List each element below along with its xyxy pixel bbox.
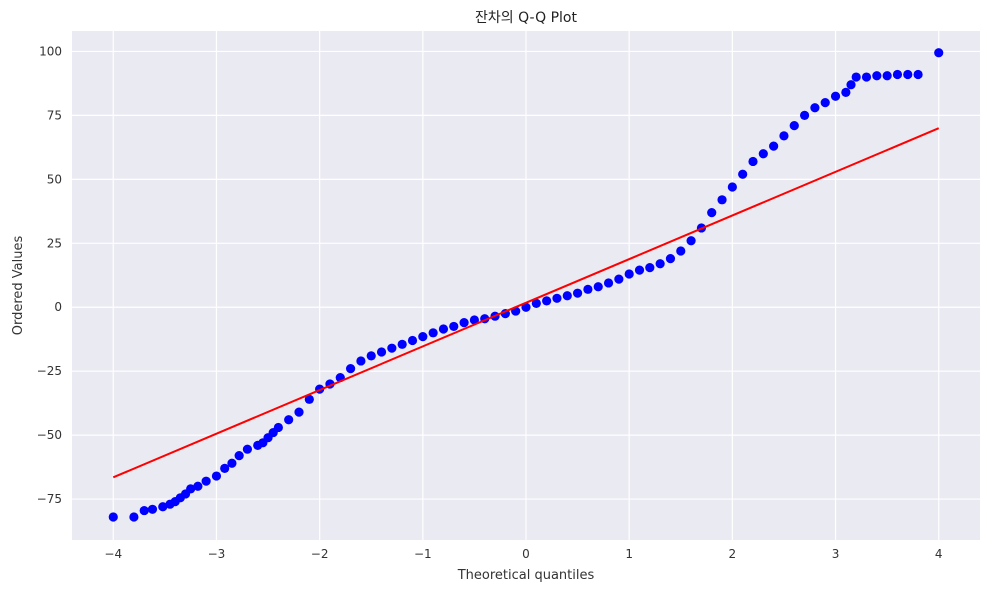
data-point (727, 182, 737, 192)
data-point (758, 149, 768, 159)
x-axis-label: Theoretical quantiles (457, 568, 595, 583)
data-point (769, 141, 779, 151)
data-point (583, 284, 593, 294)
data-point (572, 288, 583, 298)
y-tick-label: 0 (54, 300, 62, 314)
data-point (294, 407, 304, 417)
data-point (614, 274, 624, 284)
data-point (449, 321, 459, 332)
data-point (273, 422, 283, 433)
fit-line-layer (112, 127, 940, 479)
data-point (139, 505, 149, 516)
data-point (748, 156, 758, 167)
fit-line (112, 127, 940, 479)
data-point (531, 298, 541, 309)
data-point (108, 512, 118, 522)
data-point (645, 262, 655, 273)
data-point (738, 169, 748, 179)
data-point (201, 476, 211, 486)
data-point (304, 394, 314, 404)
chart-title: 잔차의 Q-Q Plot (475, 10, 577, 26)
data-point (892, 69, 903, 80)
data-point (469, 315, 480, 325)
x-tick-label: 2 (729, 547, 737, 561)
data-point (147, 504, 158, 514)
data-point (707, 208, 717, 218)
data-point (841, 87, 851, 97)
data-point (438, 324, 449, 334)
data-point (624, 269, 634, 279)
data-point (799, 110, 810, 121)
data-point (242, 444, 253, 454)
y-tick-label: 50 (47, 172, 62, 186)
data-point (562, 291, 572, 301)
data-point (211, 471, 222, 481)
data-point (882, 71, 892, 81)
data-point (676, 246, 686, 256)
data-point (717, 195, 727, 205)
data-point (158, 502, 168, 512)
data-point (542, 296, 552, 306)
data-point (665, 254, 676, 264)
x-tick-labels: −4 −3 −2 −1 0 1 2 3 4 (104, 547, 942, 561)
y-tick-label: −75 (37, 492, 62, 506)
y-tick-label: 75 (47, 108, 62, 122)
data-point (387, 343, 397, 353)
data-point (193, 481, 203, 491)
x-tick-label: −2 (311, 547, 329, 561)
data-point (820, 98, 830, 108)
data-point (521, 302, 531, 312)
data-point (686, 236, 696, 246)
data-point (851, 72, 861, 82)
y-axis-label: Ordered Values (11, 236, 26, 336)
y-tick-labels: −75 −50 −25 0 25 50 75 100 (37, 44, 62, 506)
data-point (220, 463, 230, 473)
grid-lines (72, 31, 980, 540)
data-point (356, 356, 366, 366)
data-point (227, 458, 237, 468)
data-point (810, 103, 820, 113)
data-point (345, 364, 356, 374)
data-point (552, 293, 562, 303)
data-point (830, 91, 841, 101)
data-point (418, 332, 428, 342)
x-tick-label: 0 (522, 547, 530, 561)
data-point (789, 121, 799, 131)
x-tick-label: −1 (414, 547, 432, 561)
x-tick-label: 1 (625, 547, 633, 561)
data-point (603, 278, 614, 288)
y-tick-label: 100 (39, 44, 62, 58)
data-point (407, 335, 418, 346)
data-point (129, 512, 139, 522)
data-point (872, 71, 882, 81)
x-tick-label: 3 (832, 547, 840, 561)
y-tick-label: 25 (47, 236, 62, 250)
data-point (655, 259, 665, 269)
data-points (108, 48, 944, 522)
data-point (779, 131, 789, 141)
data-point (428, 328, 438, 338)
data-point (459, 317, 469, 328)
data-point (861, 72, 872, 82)
data-point (634, 265, 645, 275)
x-tick-label: −3 (208, 547, 226, 561)
data-point (397, 339, 407, 349)
data-point (366, 351, 376, 361)
x-tick-label: 4 (935, 547, 943, 561)
data-point (593, 282, 603, 292)
y-tick-label: −25 (37, 364, 62, 378)
data-point (846, 80, 856, 90)
x-tick-label: −4 (104, 547, 122, 561)
data-point (913, 69, 923, 80)
data-point (284, 415, 294, 425)
data-point (934, 48, 944, 58)
data-point (234, 450, 244, 461)
y-tick-label: −50 (37, 428, 62, 442)
data-point (186, 484, 196, 494)
data-point (903, 69, 913, 80)
data-point (376, 347, 387, 357)
